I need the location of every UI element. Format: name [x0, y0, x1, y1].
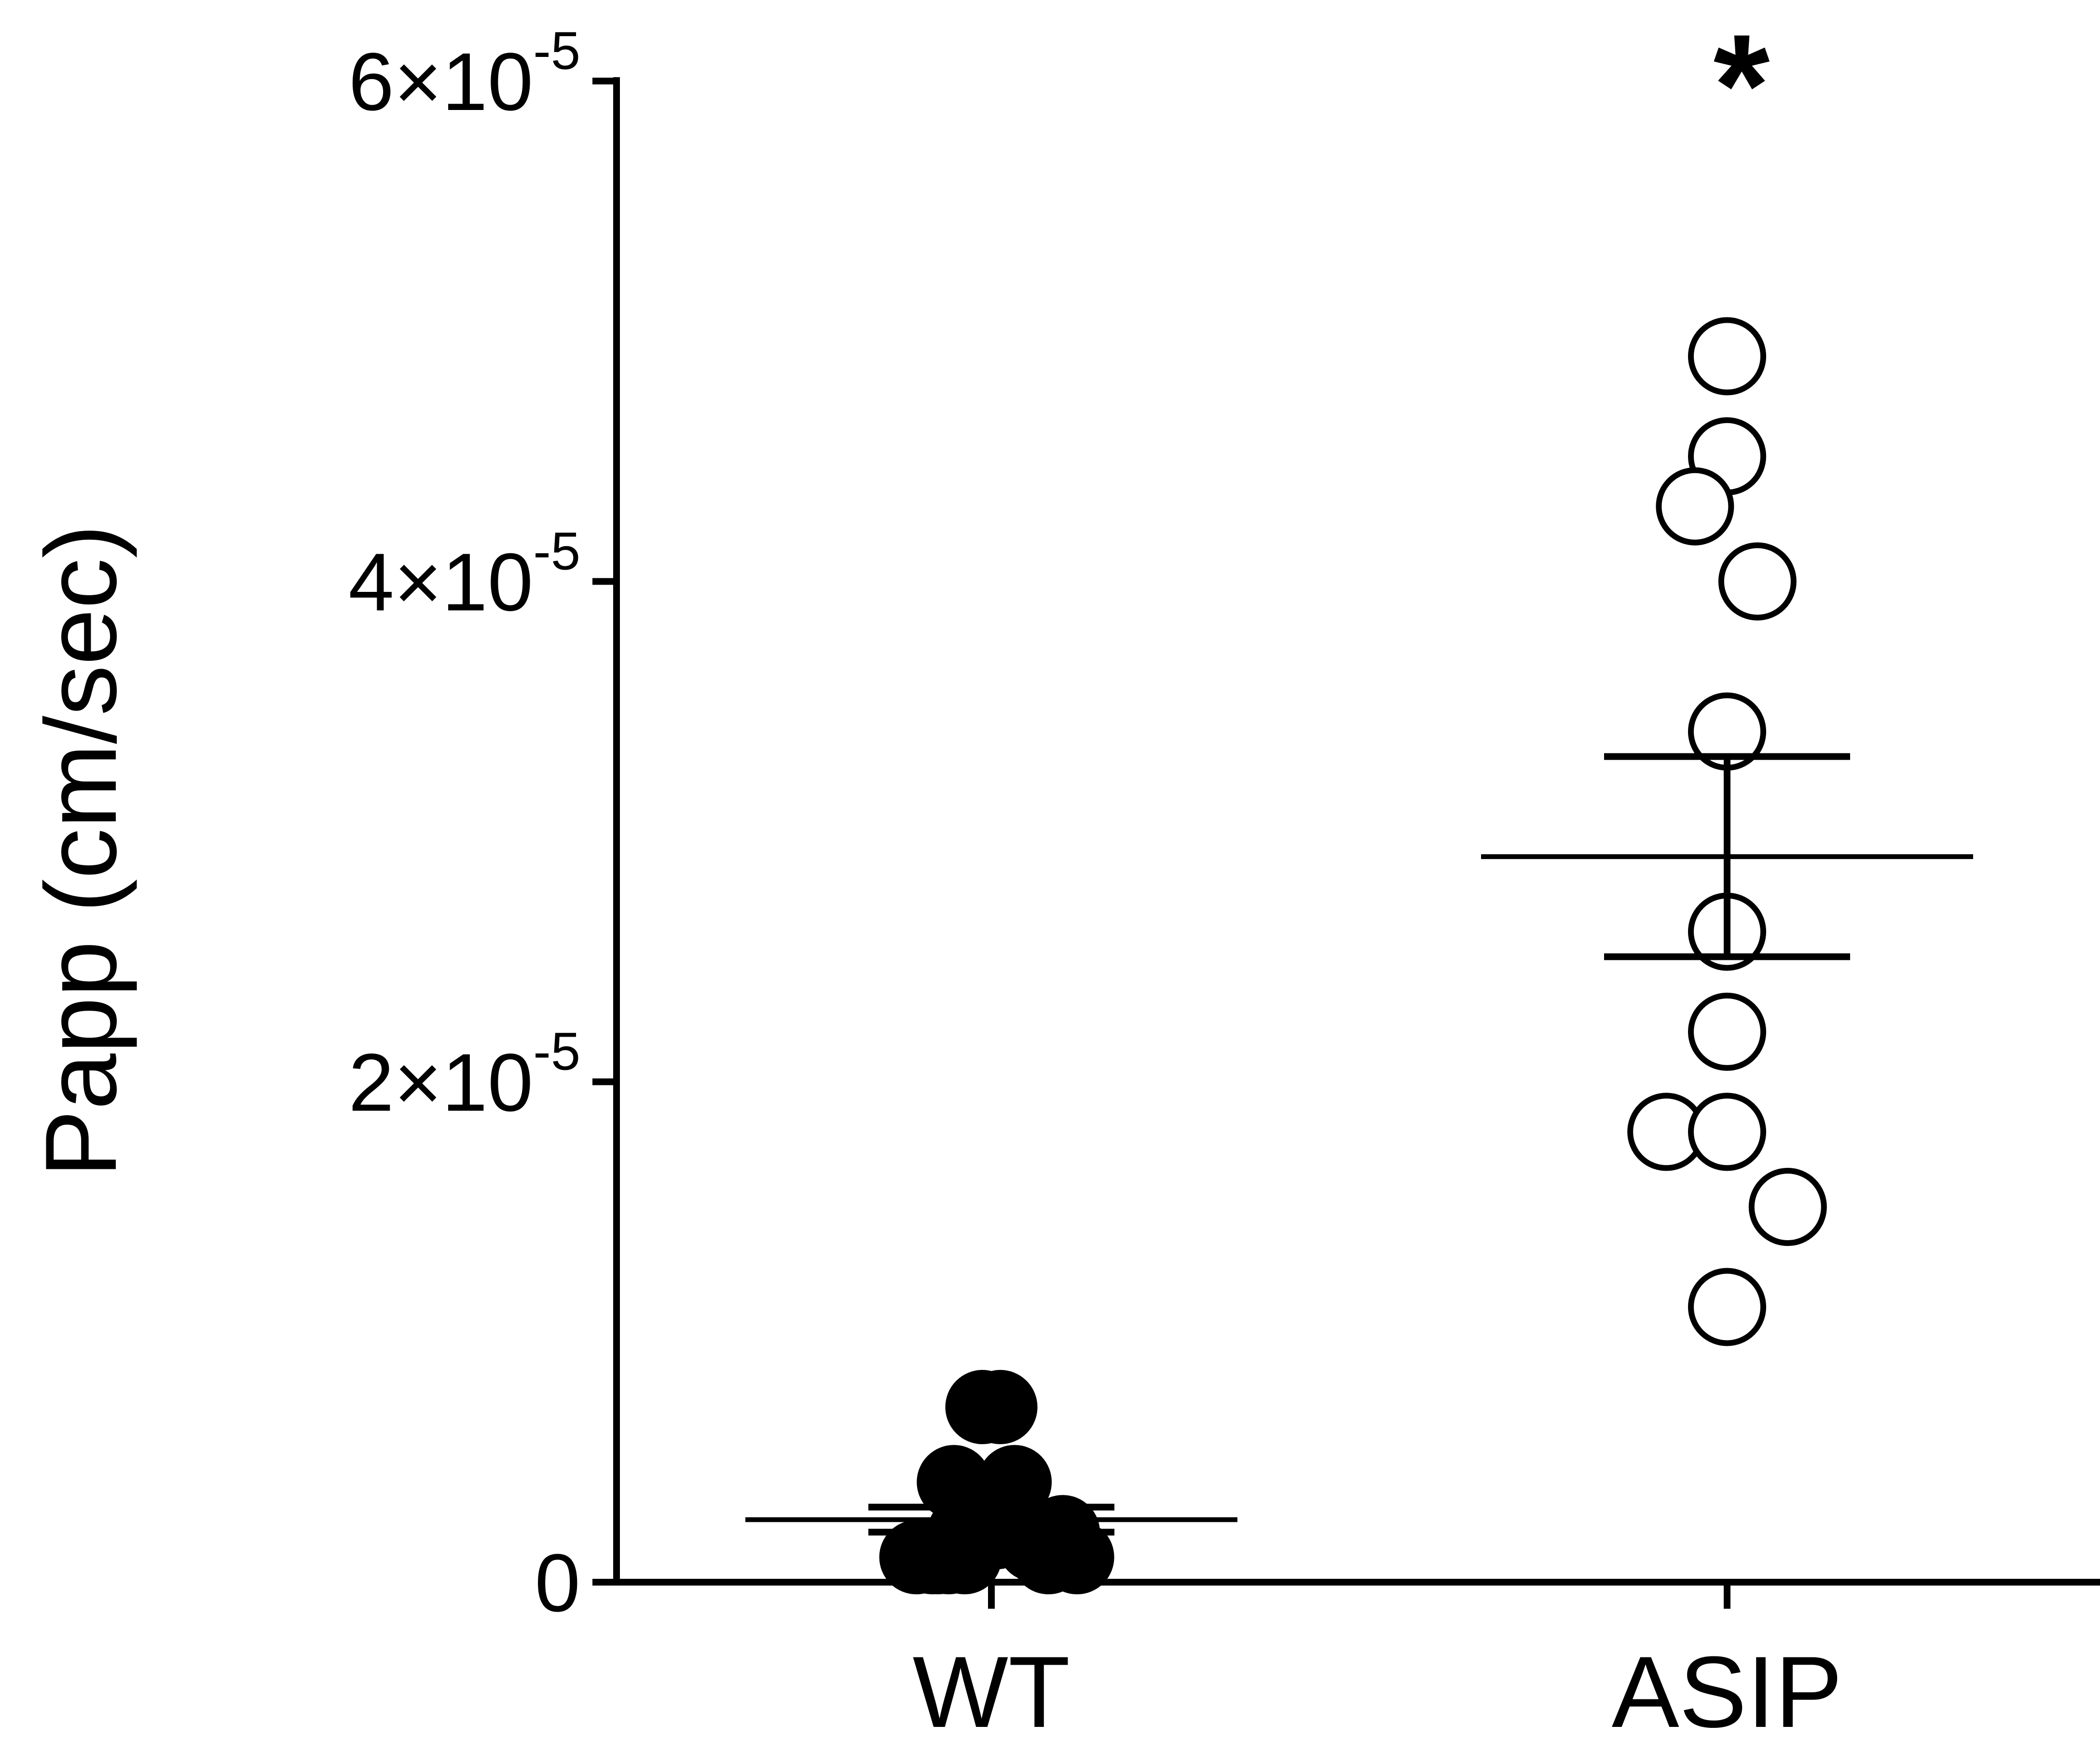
y-tick-label: 6×10-5 — [348, 21, 580, 128]
error-bars — [745, 753, 1973, 1536]
data-point-open — [1688, 317, 1766, 396]
data-point-filled — [963, 1369, 1038, 1444]
x-category-label: WT — [913, 1635, 1070, 1738]
data-point-open — [1688, 992, 1766, 1071]
axes — [613, 77, 2100, 1586]
data-point-open — [1688, 1093, 1766, 1171]
y-tick-label: 0 — [535, 1537, 580, 1629]
y-tick-label: 4×10-5 — [348, 521, 580, 628]
annotations: * — [1714, 4, 1770, 166]
data-point-open — [1718, 542, 1797, 621]
data-point-open — [1688, 1268, 1766, 1346]
x-category-label: ASIP — [1612, 1635, 1843, 1738]
data-point-open — [1656, 467, 1734, 546]
y-tick-label: 2×10-5 — [348, 1022, 580, 1129]
data-point-open — [1748, 1168, 1827, 1246]
y-ticks: 0 2×10-5 4×10-5 6×10-5 — [348, 21, 617, 1629]
x-ticks: WT ASIP — [913, 1582, 1843, 1738]
y-axis-label: Papp (cm/sec) — [24, 524, 137, 1177]
significance-asterisk: * — [1714, 4, 1770, 166]
